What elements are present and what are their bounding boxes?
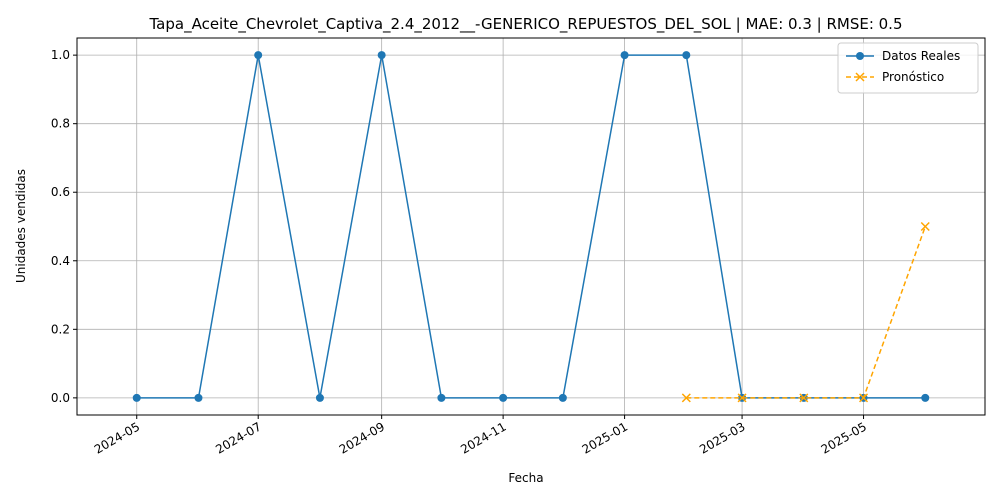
legend: Datos Reales Pronóstico <box>837 42 979 94</box>
legend-marker-datos-reales <box>856 52 864 60</box>
chart-title: Tapa_Aceite_Chevrolet_Captiva_2.4_2012__… <box>149 15 903 34</box>
data-point <box>799 393 809 403</box>
data-point <box>194 393 203 402</box>
y-tick-label: 0.0 <box>51 391 70 405</box>
y-tick-label: 0.4 <box>51 254 70 268</box>
data-point <box>132 393 141 402</box>
data-point <box>859 393 869 403</box>
data-point <box>437 393 446 402</box>
y-tick-label: 0.6 <box>51 185 70 199</box>
data-point <box>499 393 508 402</box>
grid-lines <box>77 38 985 415</box>
legend-item-pronostico: Pronóstico <box>846 70 944 84</box>
series-layer <box>132 51 930 403</box>
data-point <box>254 51 263 60</box>
data-point <box>920 221 930 232</box>
x-axis-label: Fecha <box>508 471 543 485</box>
y-axis-label: Unidades vendidas <box>14 169 28 283</box>
y-axis: 0.0 0.2 0.4 0.6 0.8 1.0 <box>51 48 77 405</box>
data-point <box>377 51 386 60</box>
y-tick-label: 0.8 <box>51 117 70 131</box>
data-point <box>737 393 747 403</box>
data-point <box>558 393 567 402</box>
data-point <box>682 51 691 60</box>
y-tick-label: 1.0 <box>51 48 70 62</box>
legend-item-datos-reales: Datos Reales <box>846 49 960 63</box>
data-point <box>921 393 930 402</box>
data-point <box>620 51 629 60</box>
data-point <box>315 393 324 402</box>
series-pronostico <box>681 221 930 403</box>
y-tick-label: 0.2 <box>51 322 70 336</box>
legend-label-datos-reales: Datos Reales <box>882 49 960 63</box>
plot-frame <box>76 37 986 416</box>
legend-label-pronostico: Pronóstico <box>882 70 944 84</box>
legend-marker-pronostico <box>855 72 865 82</box>
data-point <box>681 393 691 403</box>
